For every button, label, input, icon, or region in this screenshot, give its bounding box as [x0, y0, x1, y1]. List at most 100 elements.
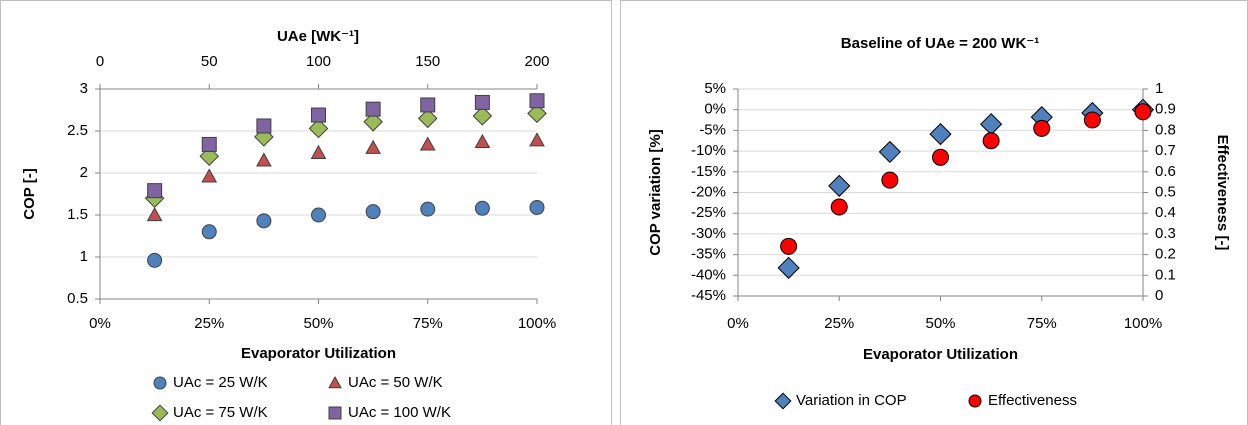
point	[777, 256, 800, 279]
point	[310, 144, 327, 159]
y2-tick-label: 0.2	[1155, 246, 1176, 263]
point	[363, 111, 383, 132]
x-axis-title: Evaporator Utilization	[241, 345, 396, 362]
y-tick-label: -10%	[691, 142, 726, 159]
point	[146, 206, 163, 222]
x-tick-label: 100%	[518, 315, 556, 332]
chart-title: Baseline of UAe = 200 WK⁻¹	[841, 35, 1039, 52]
x2-tick-label: 50	[201, 53, 218, 70]
y-axis-title: COP variation [%]	[647, 129, 664, 255]
y-tick-label: 2.5	[67, 122, 88, 139]
y2-tick-label: 0.9	[1155, 101, 1176, 118]
y-tick-label: 1.5	[67, 206, 88, 223]
y2-tick-label: 1	[1155, 80, 1163, 97]
point	[308, 118, 329, 139]
point	[474, 133, 491, 149]
point	[474, 94, 490, 110]
y-tick-label: 1	[80, 248, 88, 265]
point	[256, 213, 272, 229]
point	[878, 140, 901, 164]
point	[311, 207, 326, 223]
y2-tick-label: 0.8	[1155, 121, 1176, 138]
x-tick-label: 75%	[413, 315, 443, 332]
x2-tick-label: 0	[96, 53, 104, 70]
point	[365, 139, 381, 154]
x2-tick-label: 150	[415, 53, 440, 70]
legend-marker	[968, 394, 982, 408]
point	[420, 97, 436, 113]
legend-label: Variation in COP	[796, 392, 907, 409]
y2-tick-label: 0.4	[1155, 204, 1176, 221]
x-tick-label: 50%	[303, 315, 333, 332]
legend-marker	[774, 392, 792, 410]
x-tick-label: 0%	[727, 315, 749, 332]
left-panel	[0, 0, 612, 425]
y2-axis-title: Effectiveness [-]	[1214, 135, 1231, 251]
point	[529, 93, 545, 109]
legend-marker	[328, 375, 342, 389]
y-tick-label: -15%	[691, 163, 726, 180]
point	[419, 136, 436, 151]
x-axis-title: Evaporator Utilization	[863, 346, 1018, 363]
point	[147, 183, 163, 199]
point	[780, 237, 798, 255]
point	[830, 198, 848, 216]
y-tick-label: 2	[80, 164, 88, 181]
point	[420, 201, 436, 217]
point	[529, 199, 545, 215]
y-tick-label: -35%	[691, 246, 726, 263]
point	[201, 224, 217, 240]
y-tick-label: 0.5	[67, 290, 88, 307]
legend-label: UAc = 100 W/K	[348, 404, 451, 421]
point	[365, 204, 381, 220]
point	[472, 106, 493, 126]
point	[932, 148, 949, 166]
y2-tick-label: 0.5	[1155, 183, 1176, 200]
chart-title: UAe [WK⁻¹]	[277, 28, 359, 45]
legend-label: Effectiveness	[988, 392, 1077, 409]
point	[365, 101, 381, 117]
x2-tick-label: 100	[306, 53, 331, 70]
y2-tick-label: 0.6	[1155, 163, 1176, 180]
x2-tick-label: 200	[524, 53, 549, 70]
y-axis-title: COP [-]	[21, 168, 38, 219]
x-tick-label: 25%	[824, 315, 854, 332]
y2-tick-label: 0.1	[1155, 266, 1176, 283]
x-tick-label: 25%	[194, 315, 224, 332]
point	[982, 132, 1000, 150]
point	[201, 168, 218, 183]
point	[1033, 119, 1051, 137]
y-tick-label: -40%	[691, 266, 726, 283]
x-tick-label: 50%	[925, 315, 955, 332]
legend-marker	[328, 406, 342, 420]
point	[529, 132, 545, 147]
legend-label: UAc = 75 W/K	[173, 404, 268, 421]
y-tick-label: 0%	[704, 101, 726, 118]
y-tick-label: -25%	[691, 204, 726, 221]
point	[417, 108, 438, 129]
legend-marker	[151, 404, 169, 422]
y2-tick-label: 0.3	[1155, 225, 1176, 242]
legend-label: UAc = 25 W/K	[173, 374, 268, 391]
y-tick-label: 5%	[704, 80, 726, 97]
legend-marker	[153, 376, 167, 390]
point	[256, 118, 272, 134]
y-tick-label: -30%	[691, 225, 726, 242]
legend-label: UAc = 50 W/K	[348, 374, 443, 391]
point	[929, 123, 952, 146]
y-tick-label: -45%	[691, 287, 726, 304]
x-tick-label: 100%	[1124, 315, 1162, 332]
point	[1083, 111, 1101, 129]
point	[474, 200, 490, 216]
y-tick-label: -5%	[699, 121, 726, 138]
y2-tick-label: 0.7	[1155, 142, 1176, 159]
x-tick-label: 0%	[89, 315, 111, 332]
point	[201, 136, 217, 152]
y-tick-label: -20%	[691, 183, 726, 200]
point	[881, 171, 899, 189]
point	[1134, 103, 1152, 121]
point	[147, 252, 163, 268]
x-tick-label: 75%	[1027, 315, 1057, 332]
point	[311, 107, 326, 123]
